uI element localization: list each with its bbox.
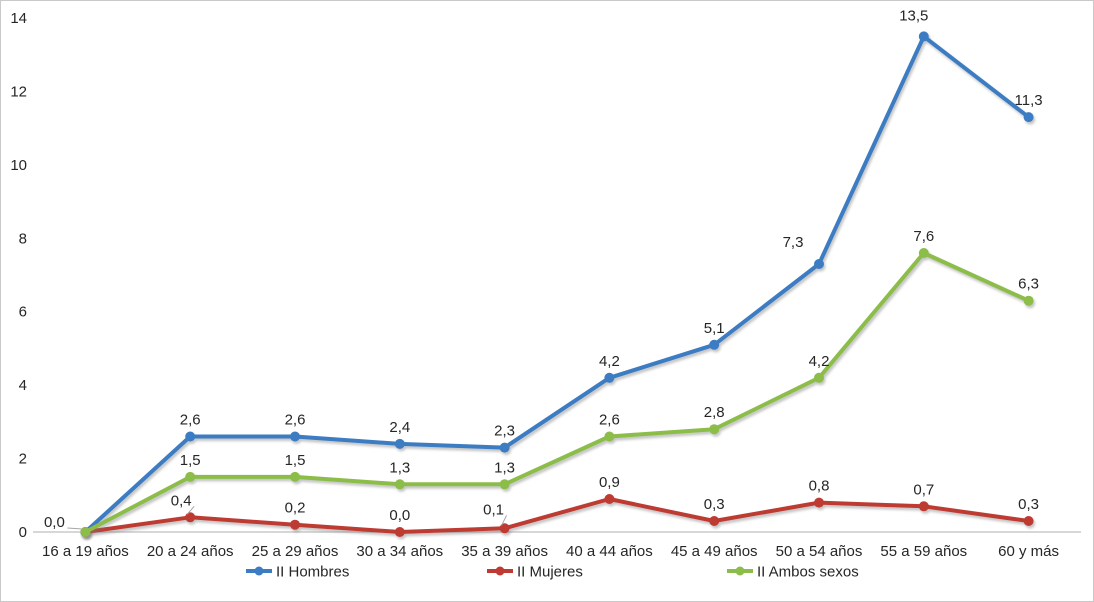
legend-label: II Hombres: [276, 564, 349, 581]
data-point-marker: [185, 431, 196, 442]
legend-label: II Ambos sexos: [757, 564, 859, 581]
data-label: 0,1: [483, 501, 504, 518]
x-category-label: 16 a 19 años: [42, 543, 129, 560]
series-path: [83, 34, 1031, 534]
x-category-label: 20 a 24 años: [147, 543, 234, 560]
data-label: 5,1: [704, 320, 725, 337]
data-label: 2,6: [285, 412, 306, 429]
y-tick-label: 4: [19, 377, 27, 394]
data-label: 0,3: [704, 496, 725, 513]
y-tick-label: 14: [10, 10, 27, 27]
data-label: 1,5: [285, 452, 306, 469]
data-label: 0,2: [285, 500, 306, 517]
legend-item-ii-hombres: II Hombres: [246, 564, 349, 581]
data-label: 0,4: [171, 492, 192, 509]
data-label: 2,6: [180, 412, 201, 429]
data-label: 13,5: [899, 7, 928, 24]
data-point-marker: [604, 431, 615, 442]
x-category-label: 55 a 59 años: [880, 543, 967, 560]
legend-marker-dot: [735, 566, 745, 576]
data-label: 2,3: [494, 423, 515, 440]
data-point-marker: [604, 494, 615, 504]
x-category-label: 30 a 34 años: [356, 543, 443, 560]
data-point-marker: [290, 519, 300, 530]
data-label: 1,5: [180, 452, 201, 469]
data-label: 0,8: [809, 478, 830, 495]
data-point-marker: [814, 497, 824, 508]
data-label-leader-line: [501, 515, 508, 526]
data-point-marker: [918, 501, 929, 512]
x-category-label: 45 a 49 años: [671, 543, 758, 560]
data-label: 0,9: [599, 474, 620, 491]
data-label: 0,0: [389, 507, 410, 524]
series-path: [83, 497, 1031, 534]
data-point-marker: [185, 512, 196, 523]
data-point-marker: [709, 424, 720, 435]
data-point-marker: [918, 31, 929, 42]
data-point-marker: [814, 259, 824, 269]
y-tick-label: 6: [19, 304, 27, 321]
data-point-marker: [394, 438, 405, 449]
data-label: 4,2: [809, 353, 830, 370]
legend-item-ii-mujeres: II Mujeres: [487, 564, 583, 581]
series-ii-hombres: [80, 31, 1034, 537]
legend-label: II Mujeres: [517, 564, 583, 581]
data-point-marker: [290, 471, 300, 482]
data-label: 2,6: [599, 412, 620, 429]
data-label-leader-line: [186, 505, 195, 515]
y-tick-label: 2: [19, 451, 27, 468]
data-point-marker: [499, 442, 510, 453]
x-category-label: 50 a 54 años: [776, 543, 863, 560]
data-label: 1,3: [389, 459, 410, 476]
y-tick-label: 12: [10, 83, 27, 100]
data-point-marker: [394, 479, 405, 490]
data-label: 1,3: [494, 459, 515, 476]
data-point-marker: [1023, 295, 1034, 306]
data-label: 2,4: [389, 419, 410, 436]
x-category-label: 40 a 44 años: [566, 543, 653, 560]
data-point-marker: [814, 372, 824, 383]
data-point-marker: [185, 471, 196, 482]
series-ii-mujeres: [80, 494, 1034, 537]
y-tick-label: 0: [19, 524, 27, 541]
data-point-marker: [394, 527, 405, 537]
data-point-marker: [709, 339, 720, 350]
legend: II Hombres II Mujeres II Ambos sexos: [246, 564, 859, 581]
y-tick-label: 10: [10, 157, 27, 174]
data-point-marker: [1023, 516, 1034, 526]
data-point-marker: [290, 431, 300, 442]
data-label-leader-line: [67, 527, 83, 530]
series-ii-ambos-sexos: [80, 248, 1034, 537]
data-label: 0,3: [1018, 496, 1039, 513]
data-label: 2,8: [704, 404, 725, 421]
data-point-marker: [80, 527, 91, 537]
data-label: 4,2: [599, 353, 620, 370]
axis-layer: 0 2 4 6 8 10 12 14 16 a 19 años 20 a 24 años 25 a …: [10, 10, 1081, 560]
x-category-label: 60 y más: [998, 543, 1059, 560]
data-label: 0,0: [44, 514, 65, 531]
data-label: 6,3: [1018, 276, 1039, 293]
data-label: 7,6: [913, 228, 934, 245]
series-path: [83, 251, 1031, 534]
x-category-label: 25 a 29 años: [252, 543, 339, 560]
data-point-marker: [1023, 112, 1034, 123]
data-labels-layer: 0,0 2,6 2,6 2,4 2,3 4,2 5,1 7,3 13,5 11,3 0,4 0,2 0,…: [44, 7, 1043, 531]
legend-item-ii-ambos-sexos: II Ambos sexos: [727, 564, 859, 581]
data-label: 11,3: [1015, 92, 1043, 109]
data-point-marker: [499, 523, 510, 534]
data-label: 7,3: [783, 234, 804, 251]
data-point-marker: [499, 479, 510, 490]
y-tick-label: 8: [19, 230, 27, 247]
data-label: 0,7: [913, 481, 934, 498]
series-layer: [80, 31, 1034, 537]
data-point-marker: [604, 372, 615, 383]
data-point-marker: [709, 516, 720, 526]
legend-marker-dot: [254, 566, 264, 576]
x-category-label: 35 a 39 años: [461, 543, 548, 560]
data-point-marker: [918, 248, 929, 258]
legend-marker-dot: [495, 566, 505, 576]
